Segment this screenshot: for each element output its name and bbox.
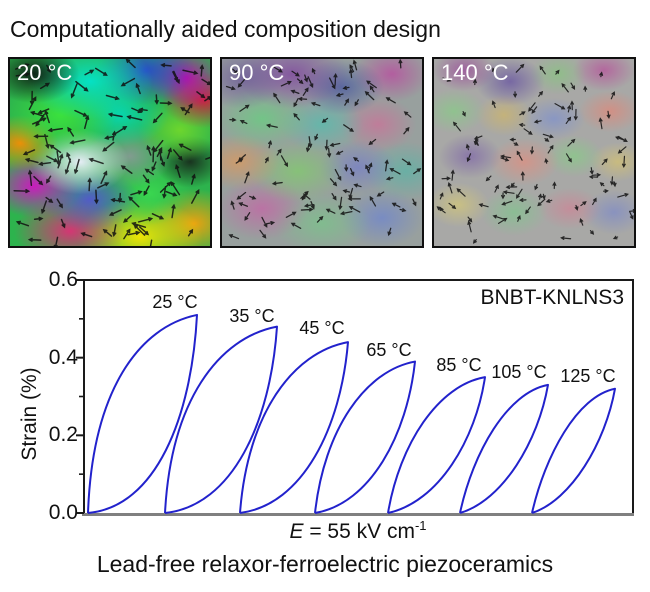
strain-loop-curve: [239, 341, 349, 514]
panel-temperature-label: 140 °C: [441, 60, 509, 85]
simulation-panel-140c: 140 °C: [432, 57, 636, 248]
arrow-glyphs: [225, 59, 422, 240]
simulation-panel-90c: 90 °C: [220, 57, 424, 248]
panel-temperature-label: 20 °C: [17, 60, 73, 85]
curve-temperature-label: 45 °C: [299, 318, 345, 338]
y-tick-label: 0.6: [48, 268, 78, 291]
field-value: = 55 kV cm: [303, 520, 415, 543]
strain-loop-curve: [87, 313, 198, 514]
curve-temperature-label: 35 °C: [229, 306, 275, 326]
curve-temperature-label: 25 °C: [152, 292, 198, 312]
strain-loop-curve: [164, 325, 278, 514]
sample-name-label: BNBT-KNLNS3: [480, 286, 624, 309]
y-tick-label: 0.0: [48, 501, 78, 524]
strain-loop-curve: [387, 376, 486, 514]
field-symbol: E: [289, 520, 304, 543]
vector-field-arrows-icon: [225, 59, 422, 240]
vector-field-arrows-icon: [436, 63, 634, 244]
x-axis-label: E = 55 kV cm-1: [289, 518, 426, 544]
simulation-panel-20c: 20 °C: [8, 57, 212, 248]
y-tick-label: 0.2: [48, 423, 78, 447]
strain-loop-curve: [314, 360, 416, 514]
panel-temperature-label: 90 °C: [229, 60, 285, 85]
arrow-glyphs: [13, 59, 210, 246]
strain-loop-curve: [531, 387, 616, 514]
figure-caption: Lead-free relaxor-ferroelectric piezocer…: [96, 551, 554, 577]
vector-field-arrows-icon: [13, 59, 210, 246]
strain-loop-curve: [459, 383, 549, 514]
figure-title: Computationally aided composition design: [10, 16, 441, 42]
arrow-glyphs: [436, 63, 634, 244]
curve-temperature-label: 105 °C: [491, 362, 547, 382]
curve-temperature-label: 65 °C: [366, 340, 412, 360]
curve-temperature-label: 125 °C: [560, 366, 616, 386]
field-exponent: -1: [414, 518, 427, 533]
curve-temperature-label: 85 °C: [436, 355, 482, 375]
y-axis-label: Strain (%): [18, 367, 41, 461]
y-tick-label: 0.4: [48, 345, 78, 369]
